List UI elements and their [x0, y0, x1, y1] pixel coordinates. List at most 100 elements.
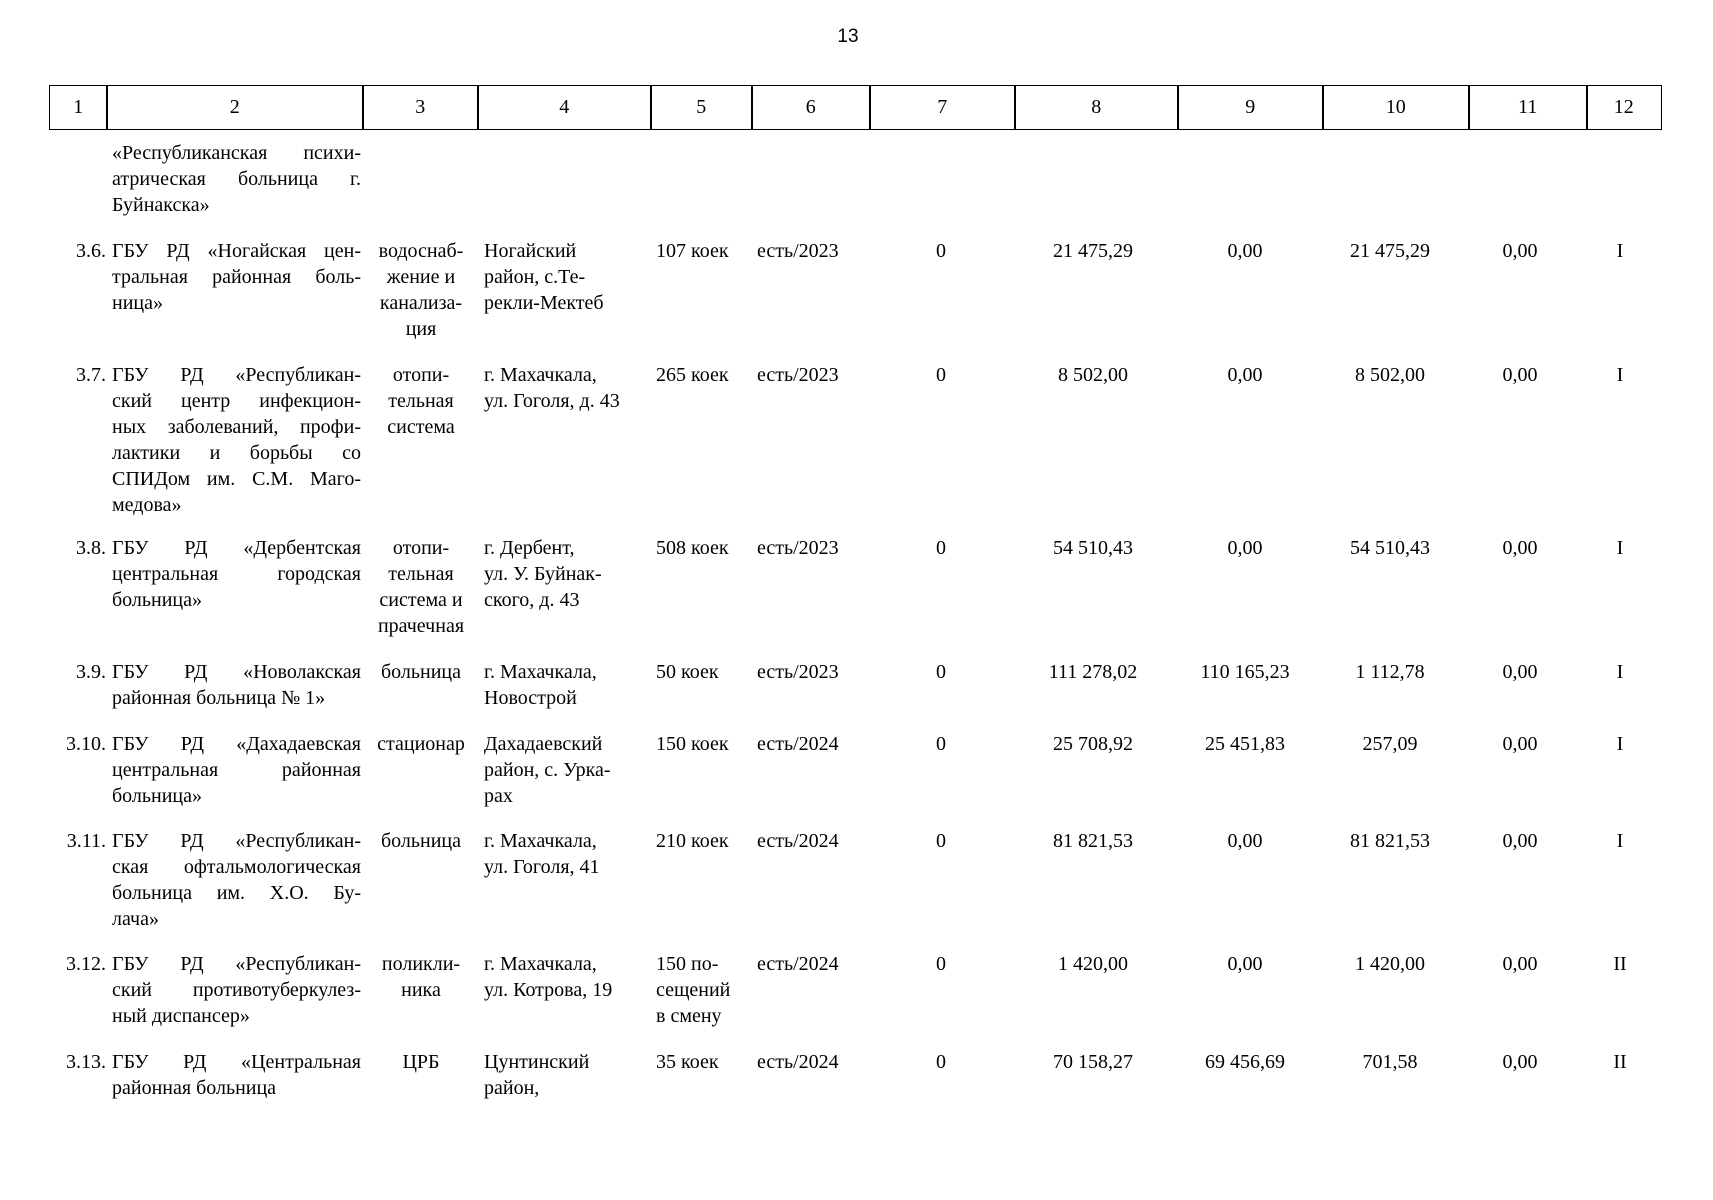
cell-text: больница»: [112, 589, 202, 611]
cell-text: 3.7.: [76, 364, 106, 386]
cell-text: 265 коек: [656, 364, 729, 386]
cell-text: лактики и борьбы со: [112, 442, 361, 464]
cell-text: I: [1616, 733, 1624, 755]
cell-text: 0,00: [1502, 830, 1538, 852]
cell-text: 25 708,92: [1053, 733, 1133, 755]
cell-text: 3.6.: [76, 240, 106, 262]
cell-text: ский противотуберкулез-: [112, 979, 361, 1001]
cell-text: I: [1616, 830, 1624, 852]
cell-text: 0: [936, 733, 946, 755]
cell-text: 210 коек: [656, 830, 729, 852]
cell-text: 0: [936, 537, 946, 559]
cell-text: больница»: [112, 785, 202, 807]
cell-text: 0: [936, 240, 946, 262]
cell-text: 0,00: [1227, 364, 1263, 386]
cell-text: ЦРБ: [402, 1051, 440, 1073]
header-cell: 11: [1468, 85, 1588, 130]
header-cell: 2: [106, 85, 364, 130]
cell-text: есть/2023: [757, 364, 839, 386]
cell-text: I: [1616, 537, 1624, 559]
cell-text: тельная: [388, 390, 454, 412]
cell-text: есть/2023: [757, 661, 839, 683]
cell-text: 3.13.: [66, 1051, 106, 1073]
cell-text: I: [1616, 661, 1624, 683]
cell-text: есть/2024: [757, 733, 839, 755]
cell-text: 150 коек: [656, 733, 729, 755]
cell-text: 0,00: [1227, 537, 1263, 559]
cell-text: I: [1616, 364, 1624, 386]
header-cell: 6: [751, 85, 871, 130]
cell-text: система: [387, 416, 455, 438]
cell-text: ница»: [112, 292, 163, 314]
cell-text: 0: [936, 953, 946, 975]
cell-text: есть/2024: [757, 1051, 839, 1073]
cell-text: район,: [484, 1077, 540, 1099]
cell-text: ГБУ РД «Ногайская цен-: [112, 240, 361, 262]
cell-text: ская офтальмологическая: [112, 856, 361, 878]
cell-text: рах: [484, 785, 513, 807]
cell-text: 0,00: [1502, 364, 1538, 386]
cell-text: 0,00: [1227, 240, 1263, 262]
cell-text: сещений: [656, 979, 731, 1001]
cell-text: 3.8.: [76, 537, 106, 559]
cell-text: 1 420,00: [1058, 953, 1128, 975]
header-cell: 5: [650, 85, 753, 130]
cell-text: ный диспансер»: [112, 1005, 250, 1027]
header-cell: 9: [1177, 85, 1324, 130]
cell-text: ул. Гоголя, д. 43: [484, 390, 620, 412]
cell-text: районная больница: [112, 1077, 277, 1099]
cell-text: СПИДом им. С.М. Маго-: [112, 468, 361, 490]
cell-text: 0: [936, 1051, 946, 1073]
cell-text: ский центр инфекцион-: [112, 390, 361, 412]
cell-text: 508 коек: [656, 537, 729, 559]
cell-text: 3.10.: [66, 733, 106, 755]
header-cell: 1: [49, 85, 108, 130]
cell-text: поликли-: [381, 953, 461, 975]
cell-text: ника: [401, 979, 441, 1001]
cell-text: ул. У. Буйнак-: [484, 563, 602, 585]
header-cell: 7: [869, 85, 1016, 130]
cell-text: 21 475,29: [1350, 240, 1430, 262]
cell-text: лача»: [112, 908, 159, 930]
cell-text: 1 112,78: [1355, 661, 1425, 683]
cell-text: 0,00: [1502, 953, 1538, 975]
cell-text: есть/2023: [757, 240, 839, 262]
cell-text: 54 510,43: [1350, 537, 1430, 559]
cell-text: 257,09: [1362, 733, 1418, 755]
cell-text: атрическая больница г.: [112, 168, 361, 190]
cell-text: в смену: [656, 1005, 722, 1027]
header-cell: 8: [1014, 85, 1179, 130]
cell-text: рекли-Мектеб: [484, 292, 604, 314]
cell-text: ГБУ РД «Центральная: [112, 1051, 361, 1073]
cell-text: ГБУ РД «Дахадаевская: [112, 733, 361, 755]
cell-text: 3.11.: [66, 830, 106, 852]
cell-text: ГБУ РД «Республикан-: [112, 364, 361, 386]
cell-text: 107 коек: [656, 240, 729, 262]
cell-text: канализа-: [379, 292, 463, 314]
cell-text: 81 821,53: [1350, 830, 1430, 852]
cell-text: 8 502,00: [1355, 364, 1425, 386]
cell-text: ных заболеваний, профи-: [112, 416, 361, 438]
cell-text: тельная: [388, 563, 454, 585]
cell-text: 54 510,43: [1053, 537, 1133, 559]
header-cell: 4: [477, 85, 652, 130]
cell-text: водоснаб-: [378, 240, 464, 262]
cell-text: центральная районная: [112, 759, 361, 781]
cell-text: 0,00: [1227, 953, 1263, 975]
cell-text: больница им. Х.О. Бу-: [112, 882, 361, 904]
cell-text: медова»: [112, 494, 182, 516]
cell-text: ул. Гоголя, 41: [484, 856, 600, 878]
cell-text: районная больница № 1»: [112, 687, 326, 709]
cell-text: I: [1616, 240, 1624, 262]
cell-text: г. Махачкала,: [484, 364, 597, 386]
header-cell: 10: [1322, 85, 1470, 130]
header-cell: 3: [362, 85, 479, 130]
cell-text: центральная городская: [112, 563, 361, 585]
cell-text: 0,00: [1502, 537, 1538, 559]
cell-text: отопи-: [392, 537, 450, 559]
cell-text: ГБУ РД «Республикан-: [112, 830, 361, 852]
cell-text: система и: [379, 589, 463, 611]
cell-text: II: [1613, 1051, 1627, 1073]
cell-text: 0,00: [1227, 830, 1263, 852]
